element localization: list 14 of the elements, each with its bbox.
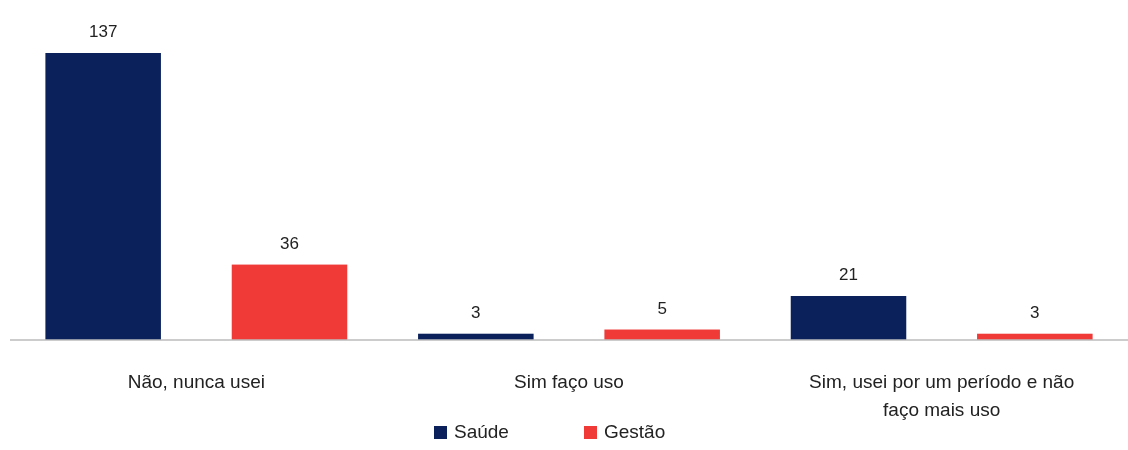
data-label: 36: [280, 233, 299, 253]
data-label: 3: [1030, 302, 1040, 322]
bar: [231, 264, 348, 340]
x-tick-label: Sim faço uso: [514, 371, 624, 392]
data-label: 5: [657, 298, 667, 318]
data-label: 137: [88, 22, 118, 41]
x-tick-label: Sim, usei por um período e não faço mais uso: [809, 371, 1075, 420]
data-label: 21: [839, 265, 858, 285]
bar: [45, 53, 161, 340]
legend-label: Saúde: [454, 421, 509, 442]
x-tick-label: Não, nunca usei: [127, 371, 265, 392]
legend-label: Gestão: [604, 421, 666, 442]
data-label: 3: [471, 302, 481, 322]
bar: [790, 296, 907, 340]
